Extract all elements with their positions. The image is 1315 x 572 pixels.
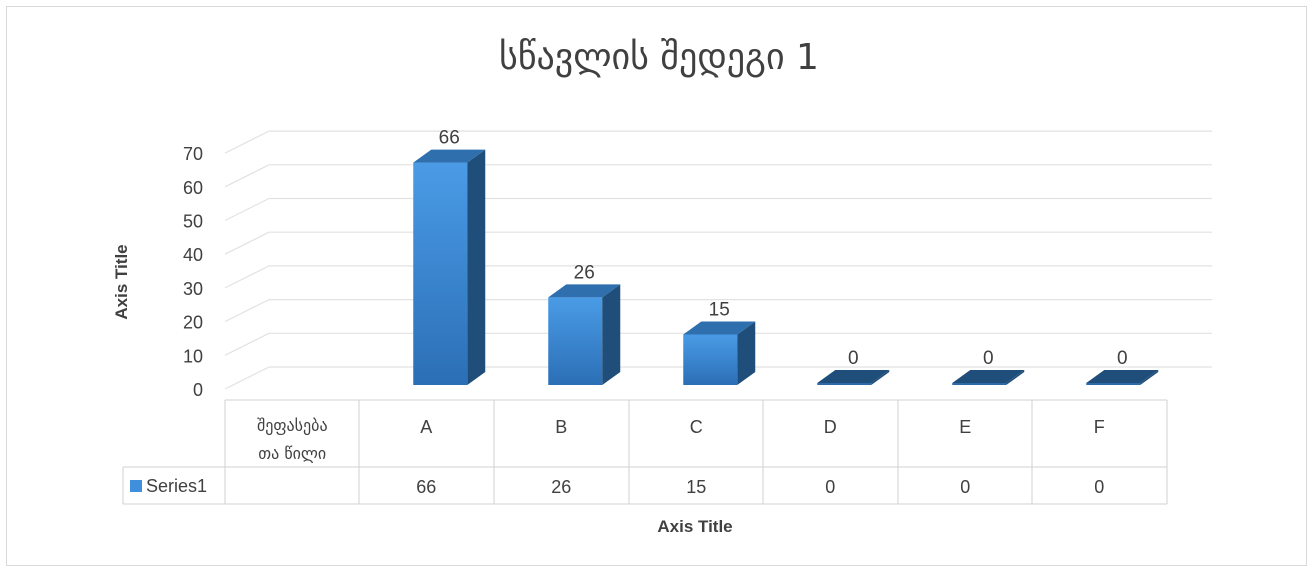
bar-front <box>952 383 1007 385</box>
x-tick-label: F <box>1094 417 1105 437</box>
x-tick-label: თა წილი <box>258 444 326 463</box>
y-tick-label: 10 <box>183 346 203 366</box>
bar-side <box>467 149 486 385</box>
legend-key <box>130 480 142 492</box>
gridline <box>224 130 270 154</box>
x-tick-label: B <box>555 417 567 437</box>
data-label: 66 <box>439 128 460 149</box>
x-tick-label: D <box>824 417 837 437</box>
gridline <box>224 164 270 188</box>
y-axis-title: Axis Title <box>112 244 131 319</box>
table-value: 15 <box>686 477 706 497</box>
gridline <box>224 231 270 255</box>
bar-chart: სწავლის შედეგი 1 Axis Title Axis Title 0… <box>112 37 1212 536</box>
data-label: 15 <box>709 299 730 320</box>
bar-front <box>817 383 872 385</box>
table-value: 0 <box>825 477 835 497</box>
chart-frame: სწავლის შედეგი 1 Axis Title Axis Title 0… <box>6 6 1307 566</box>
y-tick-label: 50 <box>183 212 203 232</box>
table-value: 0 <box>1094 477 1104 497</box>
data-label: 0 <box>983 348 994 369</box>
bar-side <box>1140 370 1159 385</box>
y-tick-label: 40 <box>183 245 203 265</box>
gridline <box>224 265 270 289</box>
bar-front <box>1086 383 1141 385</box>
table-value: 26 <box>551 477 571 497</box>
bar-side <box>602 284 621 385</box>
bar-top <box>1086 370 1159 383</box>
bar-top <box>683 321 756 335</box>
bar-front <box>548 297 603 385</box>
chart-title: სწავლის შედეგი 1 <box>499 37 819 78</box>
data-label: 0 <box>1117 348 1128 369</box>
y-tick-label: 70 <box>183 144 203 164</box>
bar-side <box>871 370 890 385</box>
x-tick-label: შეფასება <box>257 416 328 435</box>
bar-top <box>413 149 486 163</box>
gridline <box>224 332 270 356</box>
y-tick-label: 30 <box>183 279 203 299</box>
data-label: 26 <box>574 262 595 283</box>
table-value: 66 <box>416 477 436 497</box>
y-tick-label: 0 <box>193 380 203 400</box>
data-label: 0 <box>848 348 859 369</box>
y-tick-label: 60 <box>183 178 203 198</box>
gridline <box>224 197 270 222</box>
gridline <box>224 366 270 390</box>
y-tick-label: 20 <box>183 313 203 333</box>
bar-side <box>1006 370 1025 385</box>
x-axis-title: Axis Title <box>657 517 732 536</box>
bar-top <box>548 284 621 298</box>
gridline <box>224 299 270 323</box>
bar-front <box>683 334 738 385</box>
table-value: 0 <box>960 477 970 497</box>
bar-front <box>413 162 468 385</box>
x-tick-label: E <box>959 417 971 437</box>
x-tick-label: C <box>690 417 703 437</box>
bar-top <box>952 370 1025 383</box>
x-tick-label: A <box>420 417 432 437</box>
bar-side <box>737 321 756 385</box>
bar-top <box>817 370 890 383</box>
legend-series-name: Series1 <box>146 476 207 496</box>
